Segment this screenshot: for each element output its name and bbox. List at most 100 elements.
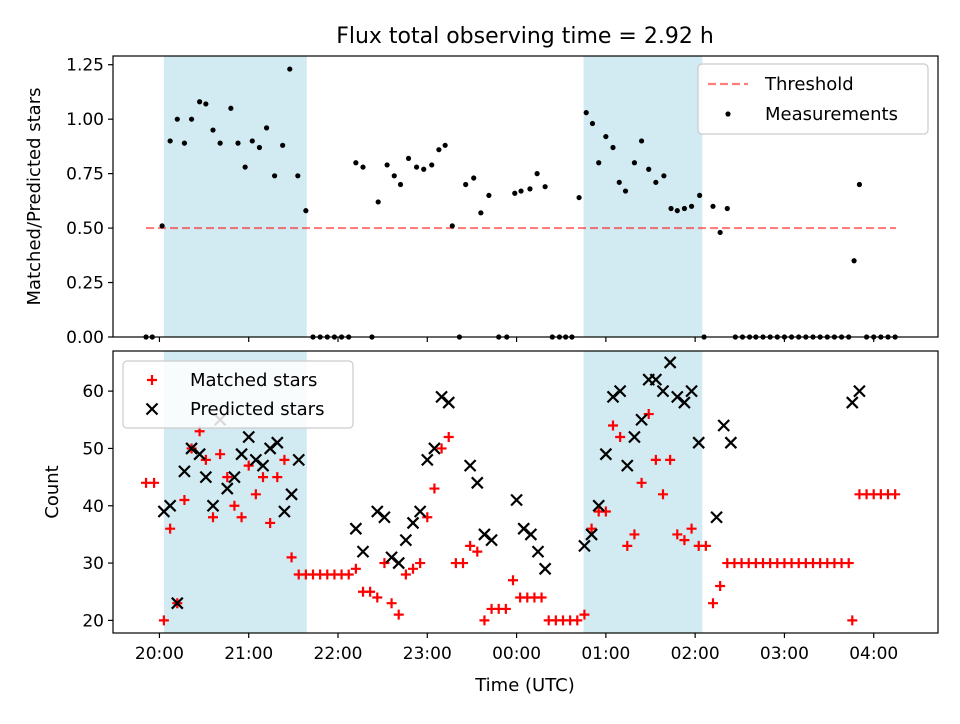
predicted-star-point [717, 419, 730, 432]
predicted-star-point [471, 476, 484, 490]
matched-star-point [415, 558, 426, 569]
matched-star-point [179, 495, 190, 506]
measurement-point [518, 188, 524, 194]
x-tick-label: 22:00 [314, 644, 363, 664]
y-axis-label: Count [42, 465, 63, 518]
measurement-point [272, 173, 278, 179]
matched-star-point [272, 472, 283, 483]
measurement-point [717, 229, 723, 236]
measurement-point [583, 110, 589, 116]
chart-title: Flux total observing time = 2.92 h [336, 24, 714, 49]
y-axis-label: Matched/Predicted stars [24, 88, 45, 306]
matched-star-point [847, 615, 858, 626]
x-tick-label: 03:00 [760, 644, 809, 664]
predicted-star-point [685, 384, 698, 398]
matched-star-point [158, 615, 169, 626]
predicted-star-point [692, 436, 705, 449]
measurement-point [631, 160, 638, 166]
axes-frame [112, 350, 939, 634]
predicted-star-point [242, 430, 255, 444]
predicted-star-point [531, 545, 545, 558]
predicted-star-point [663, 356, 677, 369]
predicted-star-point [178, 465, 191, 478]
matched-star-point [600, 506, 611, 517]
predicted-star-point [442, 396, 455, 409]
measurement-point [353, 160, 359, 166]
y-tick-label: 20 [82, 611, 104, 631]
measurement-point [471, 175, 477, 181]
measurement-point [188, 116, 195, 122]
measurement-point [697, 192, 703, 199]
legend-predicted-swatch [145, 402, 159, 416]
matched-star-point [343, 569, 354, 580]
predicted-star-point [599, 447, 613, 461]
measurement-point [638, 138, 645, 144]
measurement-point [263, 125, 270, 131]
matched-star-point [236, 512, 247, 523]
predicted-star-point [485, 533, 498, 547]
predicted-star-point [428, 442, 441, 455]
measurement-point [596, 160, 602, 166]
predicted-star-point [285, 488, 298, 501]
predicted-star-point [278, 505, 291, 518]
matched-star-point [472, 546, 483, 557]
legend-box [122, 360, 354, 429]
measurement-point [449, 223, 455, 229]
measurement-point [360, 164, 366, 170]
measurement-point [668, 205, 674, 212]
matched-star-point [622, 540, 633, 551]
measurement-point [391, 173, 397, 179]
measurement-point [197, 99, 203, 105]
predicted-star-point [649, 373, 663, 386]
matched-star-point [479, 615, 490, 626]
x-tick-label: 00:00 [492, 644, 541, 664]
predicted-star-point [592, 499, 605, 513]
measurement-point [167, 138, 173, 144]
legend-matched-swatch [147, 375, 157, 385]
legend-box [697, 63, 929, 135]
predicted-star-point [406, 516, 420, 530]
predicted-star-point [193, 447, 206, 461]
matched-star-point [286, 552, 297, 563]
predicted-star-point [235, 447, 248, 461]
predicted-star-point [399, 533, 413, 547]
measurement-point [421, 166, 427, 172]
predicted-star-point [853, 384, 866, 398]
predicted-star-point [421, 453, 434, 467]
matched-star-point [265, 517, 276, 528]
shaded-interval [163, 56, 307, 337]
x-tick-label: 23:00 [403, 644, 452, 664]
predicted-star-point [463, 459, 477, 472]
matched-star-point [243, 460, 254, 471]
predicted-star-point [413, 505, 427, 518]
measurement-point [405, 155, 412, 161]
predicted-star-point [221, 482, 234, 495]
y-tick-label: 0.25 [66, 274, 104, 294]
y-tick-label: 0.75 [66, 165, 104, 185]
measurement-point [295, 173, 301, 179]
matched-star-point [386, 598, 397, 609]
matched-star-point [393, 609, 404, 620]
measurement-point [217, 140, 223, 146]
measurement-point [280, 142, 286, 148]
matched-star-point [843, 558, 854, 569]
predicted-star-point [256, 459, 270, 472]
predicted-star-point [349, 522, 363, 535]
shaded-interval [583, 56, 703, 337]
matched-star-point [586, 523, 597, 534]
matched-star-point [250, 489, 261, 500]
predicted-star-point [199, 470, 213, 484]
legend-label: Threshold [764, 74, 854, 95]
predicted-star-point [392, 556, 405, 570]
matched-star-point [200, 454, 211, 465]
measurement-point [724, 205, 730, 212]
matched-star-point [700, 540, 711, 551]
measurement-point [856, 181, 863, 188]
measurement-point [622, 188, 629, 194]
y-tick-label: 1.00 [66, 110, 104, 130]
measurement-point [589, 120, 596, 127]
measurement-point [674, 208, 680, 214]
measurement-point [688, 203, 695, 209]
measurement-point [478, 210, 484, 216]
